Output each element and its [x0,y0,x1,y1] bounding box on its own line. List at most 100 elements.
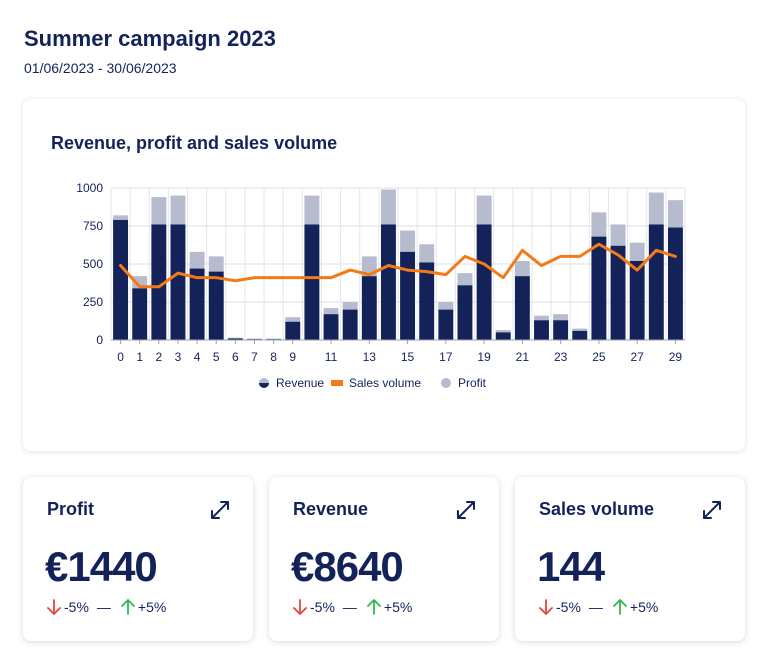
profit-bar [476,195,492,225]
x-tick-label: 25 [592,350,606,364]
profit-bar [285,317,301,322]
x-tick-label: 19 [477,350,491,364]
revenue-bar [648,224,664,340]
trend-down-value: -5% [310,599,335,615]
revenue-bar [419,262,435,340]
revenue-bar [227,338,243,340]
kpi-title: Sales volume [539,499,655,519]
kpi-title: Profit [47,499,94,519]
x-tick-label: 6 [232,350,239,364]
arrow-down-icon [293,599,307,615]
kpi-card-revenue: Revenue €8640 -5% — +5% [269,477,499,641]
chart-legend: Revenue Sales volume Profit [259,376,487,390]
trend-separator: — [588,599,603,615]
legend-label: Revenue [276,376,324,390]
x-tick-label: 8 [270,350,277,364]
revenue-bar [591,236,607,340]
arrow-up-icon [367,599,381,615]
arrow-down-icon [47,599,61,615]
revenue-bar [132,288,148,340]
trend-up-value: +5% [383,599,413,615]
chart-title: Revenue, profit and sales volume [51,133,338,153]
profit-bar [438,302,454,310]
profit-bar [342,302,358,310]
legend-item: Profit [441,376,487,390]
sales-volume-line [119,242,677,289]
revenue-bar [170,224,186,340]
revenue-bar [323,314,339,340]
x-tick-label: 11 [325,350,338,364]
y-tick-label: 1000 [76,181,103,195]
page-title: Summer campaign 2023 [24,26,276,51]
revenue-bar [667,227,683,340]
x-tick-label: 5 [213,350,220,364]
legend-profit-marker [441,378,451,388]
profit-bar [247,338,262,340]
kpi-card-sales-volume: Sales volume 144 -5% — +5% [515,477,745,641]
profit-bar [514,260,530,277]
revenue-bar [495,332,511,340]
x-tick-label: 13 [363,350,377,364]
x-tick-label: 23 [554,350,568,364]
chart-card: Revenue, profit and sales volume 0 250 500… [23,99,745,451]
profit-bar [323,308,339,315]
arrow-up-icon [613,599,627,615]
profit-bar [457,273,473,286]
kpi-card-profit: Profit €1440 -5% — +5% [23,477,253,641]
profit-bar [648,192,664,225]
kpi-value: €8640 [291,543,404,590]
legend-revenue-marker-base [259,383,269,388]
profit-bar [151,197,167,225]
revenue-bar [553,320,569,340]
trend-separator: — [96,599,111,615]
profit-bar [266,338,282,340]
profit-bar [113,215,129,220]
x-tick-label: 4 [194,350,201,364]
expand-icon[interactable] [701,499,723,521]
profit-bar [610,224,626,246]
x-tick-label: 3 [175,350,182,364]
profit-bar [629,242,645,261]
revenue-bar [534,320,549,340]
x-tick-label: 2 [155,350,162,364]
y-tick-label: 750 [83,219,103,233]
trend-down-value: -5% [64,599,89,615]
expand-icon[interactable] [209,499,231,521]
legend-revenue-marker [259,378,269,383]
trend-separator: — [342,599,357,615]
trend-up-value: +5% [629,599,659,615]
revenue-bar [361,276,377,340]
kpi-trend: -5% — +5% [47,599,166,615]
profit-bar [591,212,607,237]
profit-bar [572,328,588,331]
trend-down-value: -5% [556,599,581,615]
kpi-value: 144 [537,543,605,590]
date-range: 01/06/2023 - 30/06/2023 [24,60,177,76]
profit-bar [170,195,186,225]
revenue-bar [208,271,224,340]
kpi-value: €1440 [45,543,158,590]
revenue-bar [400,251,416,340]
chart-grid [110,187,686,341]
revenue-bar [342,309,358,340]
legend-item: Revenue [259,376,324,390]
legend-label: Sales volume [349,376,421,390]
x-tick-label: 15 [401,350,415,364]
legend-item: Sales volume [331,376,421,390]
profit-bar [419,244,435,263]
profit-bar [208,256,224,272]
profit-bar [400,230,416,252]
chart-line [119,242,677,289]
expand-icon[interactable] [455,499,477,521]
chart-bars [113,189,683,340]
y-tick-label: 250 [83,295,103,309]
revenue-bar [610,245,626,340]
trend-up-value: +5% [137,599,167,615]
legend-label: Profit [458,376,487,390]
revenue-bar [514,276,530,340]
legend-sales-marker [331,380,343,386]
revenue-bar [304,224,320,340]
x-tick-label: 0 [117,350,124,364]
